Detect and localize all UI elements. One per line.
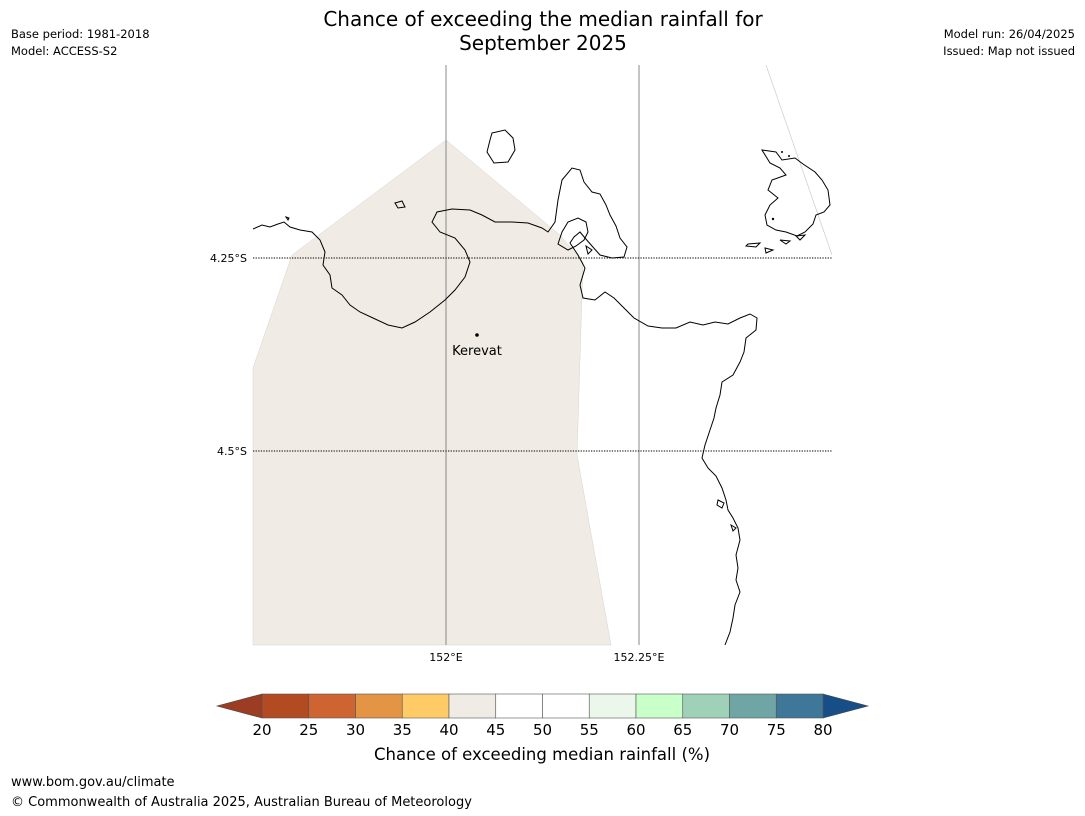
colorbar-tick-label: 55 — [580, 721, 599, 739]
colorbar-segment — [261, 693, 310, 719]
footer-url: www.bom.gov.au/climate — [11, 775, 175, 790]
lon-label-152-25: 152.25°E — [614, 651, 665, 664]
title-line-2: September 2025 — [459, 31, 627, 55]
colorbar-under-extension — [215, 693, 263, 719]
coastline — [252, 129, 831, 646]
domain-boundary — [765, 64, 833, 256]
colorbar-tick-label: 65 — [673, 721, 692, 739]
colorbar-tick-label: 35 — [393, 721, 412, 739]
colorbar-tick-label: 30 — [346, 721, 365, 739]
colorbar-segment — [729, 693, 777, 719]
colorbar-segment — [542, 693, 590, 719]
colorbar-tick-label: 80 — [813, 721, 832, 739]
lat-label-4-25: 4.25°S — [210, 252, 247, 265]
meta-right: Model run: 26/04/2025 Issued: Map not is… — [943, 26, 1075, 60]
map-title: Chance of exceeding the median rainfall … — [243, 7, 843, 55]
colorbar-segment — [775, 693, 824, 719]
title-line-1: Chance of exceeding the median rainfall … — [323, 7, 763, 31]
colorbar-segment — [401, 693, 450, 719]
colorbar-tick-label: 70 — [720, 721, 739, 739]
colorbar: 20 25 30 35 40 45 50 55 60 65 70 75 80 — [215, 693, 870, 739]
meta-left: Base period: 1981-2018 Model: ACCESS-S2 — [11, 26, 150, 60]
colorbar-tick-label: 20 — [252, 721, 271, 739]
extra-islet-2 — [788, 155, 790, 157]
kerevat-marker — [475, 333, 479, 337]
footer-copyright: © Commonwealth of Australia 2025, Austra… — [11, 795, 472, 810]
issued-status: Issued: Map not issued — [943, 44, 1075, 58]
colorbar-over-extension — [822, 693, 870, 719]
colorbar-segment — [448, 693, 497, 719]
base-period: Base period: 1981-2018 — [11, 27, 150, 41]
colorbar-segment — [495, 693, 543, 719]
kerevat-label: Kerevat — [452, 344, 502, 359]
colorbar-label: Chance of exceeding median rainfall (%) — [373, 745, 711, 764]
colorbar-tick-label: 50 — [533, 721, 552, 739]
lon-label-152: 152°E — [429, 651, 462, 664]
model-name: Model: ACCESS-S2 — [11, 44, 118, 58]
lat-label-4-5: 4.5°S — [217, 445, 247, 458]
colorbar-segment — [635, 693, 684, 719]
colorbar-tick-label: 45 — [486, 721, 505, 739]
forecast-region — [252, 139, 612, 646]
colorbar-segment — [682, 693, 730, 719]
colorbar-tick-label: 60 — [626, 721, 645, 739]
colorbar-tick-label: 75 — [767, 721, 786, 739]
model-run: Model run: 26/04/2025 — [943, 27, 1075, 41]
extra-islet-3 — [771, 217, 775, 221]
colorbar-segment — [355, 693, 403, 719]
colorbar-segment — [588, 693, 637, 719]
colorbar-tick-label: 40 — [439, 721, 458, 739]
colorbar-segment — [308, 693, 356, 719]
extra-islet-1 — [781, 151, 783, 153]
colorbar-tick-label: 25 — [299, 721, 318, 739]
